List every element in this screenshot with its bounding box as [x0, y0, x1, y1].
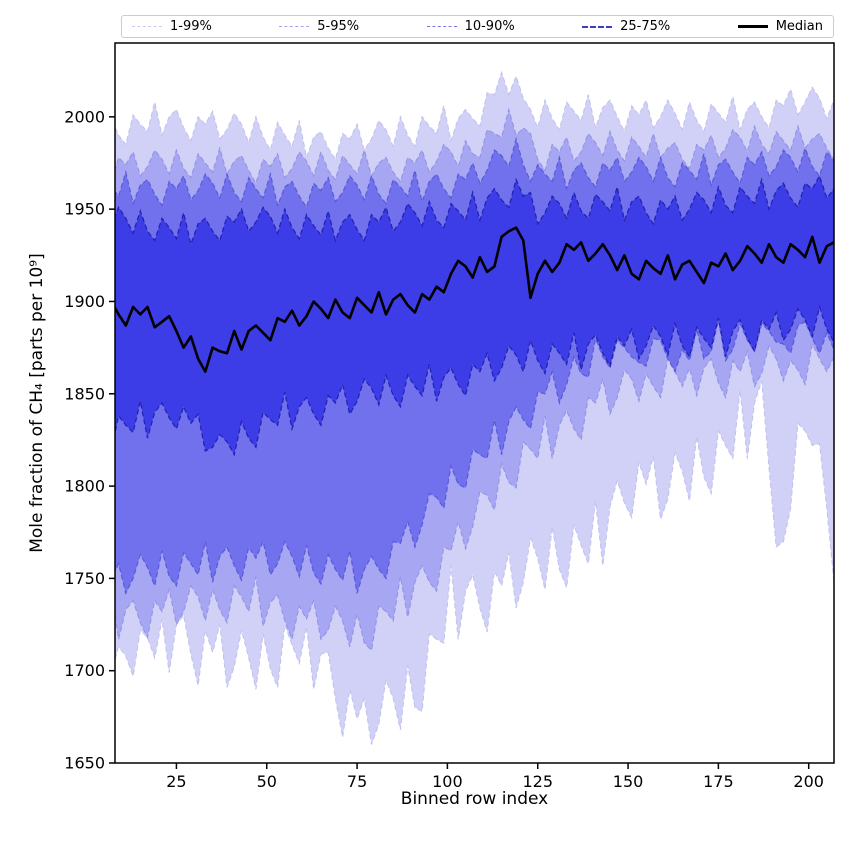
- legend-line-sample: [132, 26, 162, 27]
- x-tick-label: 75: [347, 772, 367, 791]
- x-tick-label: 150: [613, 772, 644, 791]
- median-line: [115, 226, 834, 373]
- band-edge-10-90%-upper: [115, 136, 834, 209]
- y-tick-label: 1900: [64, 292, 105, 311]
- y-tick-label: 1850: [64, 384, 105, 403]
- y-axis-ticks: 1650 1700 1750 1800 1850 1900 1950 2000: [64, 107, 115, 773]
- legend-label: Median: [775, 19, 823, 34]
- legend-item-10-90-: 10-90%: [426, 19, 515, 34]
- percentile-bands: [115, 72, 834, 745]
- y-tick-label: 1750: [64, 569, 105, 588]
- legend-item-5-95-: 5-95%: [279, 20, 359, 33]
- band-edge-5-95%-upper: [115, 107, 834, 185]
- y-axis-label: Mole fraction of CH₄ [parts per 10⁹]: [27, 253, 47, 553]
- legend: 1-99% 5-95% 10-90% 25-75% Median: [121, 15, 834, 38]
- x-tick-label: 50: [257, 772, 277, 791]
- legend-label: 1-99%: [170, 19, 212, 34]
- x-tick-label: 200: [793, 772, 824, 791]
- legend-line-sample: [737, 25, 768, 28]
- y-tick-label: 1800: [64, 477, 105, 496]
- x-tick-label: 125: [522, 772, 553, 791]
- legend-label: 25-75%: [620, 19, 671, 34]
- band-edge-1-99%-lower: [115, 380, 834, 745]
- legend-line-sample: [426, 26, 457, 27]
- legend-label: 10-90%: [464, 19, 515, 34]
- axes: 25 50 75 100 125 150 175 200 1650 1700 1750 1800 18…: [64, 42, 835, 791]
- x-tick-label: 25: [166, 772, 186, 791]
- legend-item-25-75-: 25-75%: [582, 20, 670, 33]
- x-axis-ticks: 25 50 75 100 125 150 175 200: [166, 763, 824, 791]
- legend-label: 5-95%: [317, 19, 360, 34]
- band-edge-10-90%-lower: [115, 319, 834, 595]
- y-tick-label: 1650: [64, 754, 105, 773]
- y-tick-label: 1700: [64, 661, 105, 680]
- x-axis-label: Binned row index: [400, 789, 549, 809]
- plot-border: [114, 42, 835, 764]
- band-edge-5-95%-lower: [115, 342, 834, 652]
- y-tick-label: 2000: [64, 107, 105, 126]
- legend-line-sample: [279, 26, 310, 27]
- y-tick-label: 1950: [64, 200, 105, 219]
- band-edge-25-75%-upper: [115, 174, 834, 247]
- legend-item-1-99-: 1-99%: [132, 20, 212, 33]
- x-tick-label: 175: [703, 772, 734, 791]
- legend-item-median: Median: [737, 19, 823, 34]
- percentile-band-edges: [115, 70, 834, 745]
- band-edge-25-75%-lower: [115, 304, 834, 457]
- band-edge-1-99%-upper: [115, 70, 834, 161]
- band-fill-25-75%: [115, 175, 834, 455]
- legend-line-sample: [582, 25, 613, 28]
- x-tick-label: 100: [432, 772, 463, 791]
